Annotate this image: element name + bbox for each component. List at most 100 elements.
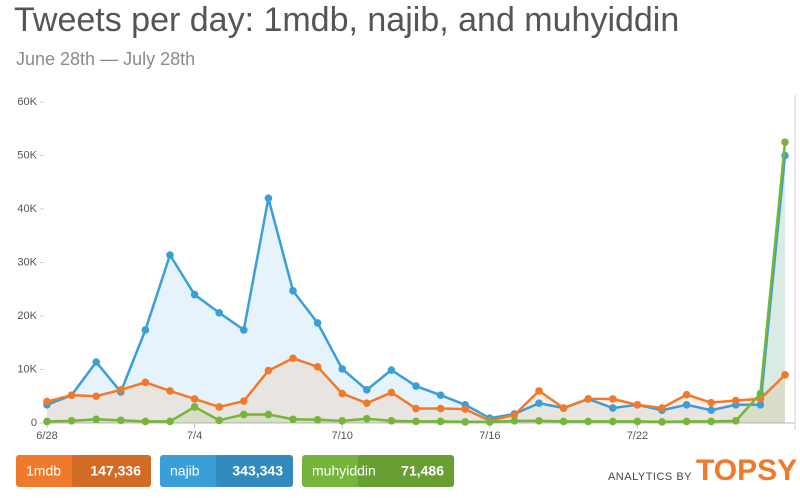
legend-item[interactable]: muhyiddin 71,486 [302, 455, 454, 487]
data-point [289, 415, 297, 424]
legend-name: najib [170, 463, 200, 479]
data-point [166, 251, 174, 259]
data-point [535, 387, 543, 395]
data-point [707, 406, 715, 414]
legend-box [160, 455, 293, 487]
data-point [510, 417, 519, 425]
data-point [707, 398, 715, 407]
legend-total-box [216, 455, 293, 487]
data-point [584, 395, 592, 403]
data-point [264, 410, 273, 419]
chart-subtitle: June 28th — July 28th [16, 49, 195, 69]
data-point [559, 417, 568, 426]
data-point [289, 354, 297, 363]
data-point [658, 404, 666, 412]
legend-name: 1mdb [26, 463, 61, 479]
data-point [141, 326, 150, 334]
data-point [289, 287, 297, 295]
data-point [264, 366, 273, 375]
data-point [756, 401, 765, 409]
data-point [240, 410, 248, 419]
legend-total-box [72, 455, 151, 487]
y-tick-label: 30K [17, 256, 37, 268]
data-point [781, 138, 789, 146]
legend-item[interactable]: najib 343,343 [160, 455, 293, 487]
legend-box [16, 455, 151, 487]
y-tick-label: 10K [17, 363, 37, 375]
data-point [609, 417, 617, 426]
data-point [633, 401, 642, 409]
data-point [609, 404, 617, 412]
x-tick-label: 7/10 [331, 430, 352, 442]
brand-name: TOPSY [696, 454, 797, 487]
data-point [363, 386, 371, 394]
x-tick-label: 6/28 [36, 430, 57, 442]
legend-total: 147,336 [90, 463, 141, 479]
data-point [338, 417, 347, 425]
data-point [510, 411, 519, 419]
data-point [67, 417, 76, 425]
data-point [609, 395, 617, 403]
data-point [240, 326, 248, 334]
data-point [166, 417, 174, 426]
data-point [215, 403, 223, 411]
data-point [141, 378, 150, 387]
data-point [338, 365, 347, 373]
data-point [633, 417, 642, 426]
data-point [313, 319, 322, 327]
data-point [559, 404, 568, 412]
data-point [535, 399, 543, 408]
data-point [363, 414, 371, 423]
data-point [190, 403, 199, 411]
data-point [117, 386, 125, 394]
data-point [387, 417, 396, 425]
legend-box [302, 455, 454, 487]
data-point [412, 417, 420, 426]
data-point [215, 416, 223, 425]
x-tick-label: 7/22 [627, 430, 648, 442]
brand-prefix: ANALYTICS BY [608, 471, 692, 483]
data-point [43, 417, 51, 426]
data-point [436, 391, 445, 399]
legend-total: 71,486 [401, 463, 444, 479]
data-point [67, 391, 76, 399]
data-point [412, 382, 420, 390]
data-point [387, 366, 396, 374]
data-point [732, 417, 740, 425]
data-point [43, 397, 51, 406]
data-point [682, 401, 691, 409]
data-point [363, 399, 371, 408]
x-tick-label: 7/4 [187, 430, 202, 442]
series-area [47, 155, 785, 423]
data-point [535, 417, 543, 425]
y-tick-label: 0 [31, 417, 37, 429]
data-point [215, 308, 223, 317]
y-tick-label: 50K [17, 149, 37, 161]
data-point [436, 417, 445, 426]
legend-total-box [358, 455, 454, 487]
legend-item[interactable]: 1mdb 147,336 [16, 455, 151, 487]
data-point [387, 388, 396, 397]
data-point [682, 390, 691, 399]
data-point [240, 397, 248, 405]
data-point [264, 194, 273, 203]
y-tick-label: 40K [17, 203, 37, 215]
data-point [313, 363, 322, 371]
data-point [486, 418, 494, 426]
data-point [658, 418, 666, 426]
data-point [756, 389, 765, 398]
x-tick-label: 7/16 [479, 430, 500, 442]
data-point [461, 405, 470, 413]
data-point [190, 395, 199, 403]
series-area [47, 358, 785, 423]
data-point [166, 387, 174, 395]
data-point [117, 416, 125, 425]
data-point [92, 415, 100, 424]
data-point [412, 404, 420, 413]
data-point [313, 415, 322, 424]
data-point [732, 396, 740, 405]
data-point [436, 404, 445, 413]
y-tick-label: 20K [17, 310, 37, 322]
data-point [682, 417, 691, 426]
